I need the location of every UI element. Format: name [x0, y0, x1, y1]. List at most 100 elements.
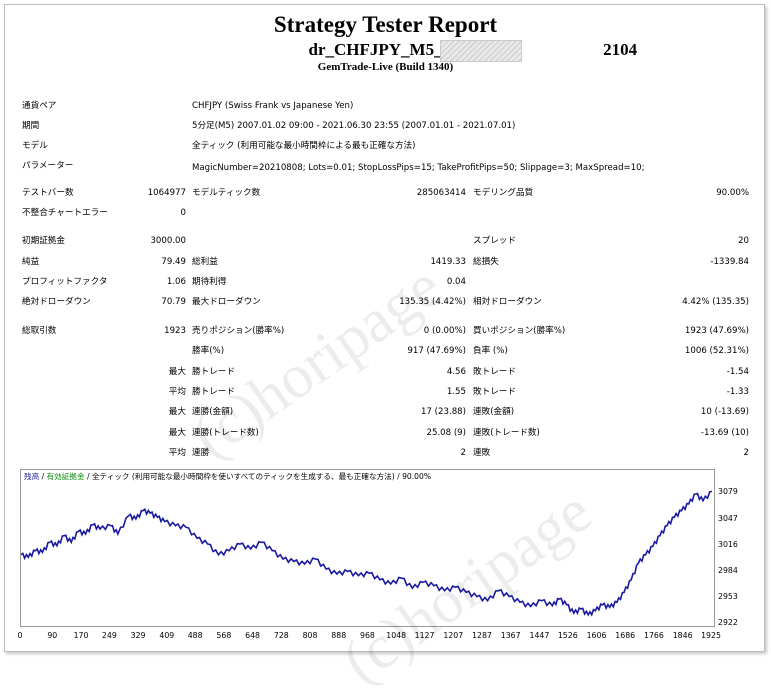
absdd-label: 絶対ドローダウン: [22, 297, 91, 307]
consec-loss-cnt-value: -13.69 (10): [700, 428, 749, 438]
grossprofit-label: 総利益: [192, 257, 218, 267]
short-label: 売りポジション(勝率%): [192, 326, 285, 336]
consec-win-amt-label: 連勝(金額): [192, 407, 234, 417]
avg-streak-prefix: 平均: [168, 448, 186, 458]
x-tick-label: 1287: [472, 631, 492, 640]
avg-win-streak-label: 連勝: [192, 448, 210, 458]
long-value: 1923 (47.69%): [684, 326, 749, 336]
x-tick-label: 1207: [443, 631, 464, 640]
avg-win-prefix: 平均: [168, 387, 186, 397]
x-tick-label: 1048: [386, 631, 407, 640]
consec-loss-amt-value: 10 (-13.69): [700, 407, 749, 417]
lossrate-value: 1006 (52.31%): [684, 346, 749, 356]
quality-value: 90.00%: [716, 188, 749, 198]
x-tick-label: 1606: [586, 631, 607, 640]
trades-label: 総取引数: [22, 326, 57, 336]
x-tick-label: 488: [187, 631, 203, 640]
lossrate-label: 負率 (%): [473, 346, 508, 356]
bars-value: 1064977: [147, 188, 186, 198]
max-win-prefix: 最大: [168, 367, 186, 377]
ea-name-suffix: 2104: [603, 40, 638, 59]
consec-win-amt-value: 17 (23.88): [421, 407, 466, 417]
symbol-value: CHFJPY (Swiss Frank vs Japanese Yen): [192, 101, 354, 111]
x-tick-label: 1367: [500, 631, 521, 640]
max-loss-label: 敗トレード: [473, 367, 516, 377]
avg-loss-streak-label: 連敗: [473, 448, 491, 458]
spread-label: スプレッド: [473, 236, 516, 246]
x-tick-label: 1766: [644, 631, 664, 640]
expected-label: 期待利得: [192, 277, 227, 287]
netprofit-label: 純益: [22, 257, 40, 267]
x-tick-label: 1686: [615, 631, 636, 640]
x-tick-label: 170: [73, 631, 89, 640]
pf-label: プロフィットファクタ: [22, 277, 108, 287]
consec-win-cnt-value: 25.08 (9): [426, 428, 466, 438]
netprofit-value: 79.49: [161, 257, 186, 267]
avg-loss-value: -1.33: [726, 387, 749, 397]
legend-balance: 残高: [24, 472, 40, 481]
x-tick-label: 808: [302, 631, 318, 640]
avg-win-label: 勝トレード: [192, 387, 235, 397]
balance-chart-svg: [21, 490, 713, 617]
x-tick-label: 329: [130, 631, 146, 640]
winrate-value: 917 (47.69%): [407, 346, 466, 356]
avg-win-value: 1.55: [446, 387, 466, 397]
maxdd-value: 135.35 (4.42%): [399, 297, 466, 307]
bars-label: テストバー数: [22, 188, 74, 198]
avg-loss-label: 敗トレード: [473, 387, 516, 397]
mismatch-label: 不整合チャートエラー: [22, 208, 108, 218]
consec-loss-cnt-label: 連敗(トレード数): [473, 428, 540, 438]
x-tick-label: 1925: [701, 631, 721, 640]
grossprofit-value: 1419.33: [430, 257, 466, 267]
symbol-label: 通貨ペア: [22, 101, 57, 111]
reldd-value: 4.42% (135.35): [682, 297, 749, 307]
pf-value: 1.06: [166, 277, 186, 287]
avg-loss-streak-value: 2: [743, 448, 749, 458]
avg-win-streak-value: 2: [460, 448, 466, 458]
x-tick-label: 409: [159, 631, 175, 640]
model-label: モデル: [22, 141, 48, 151]
period-value: 5分足(M5) 2007.01.02 09:00 - 2021.06.30 23…: [192, 121, 516, 131]
x-tick-label: 728: [273, 631, 289, 640]
deposit-label: 初期証拠金: [22, 236, 65, 246]
y-tick-label: 2984: [718, 566, 738, 576]
expected-value: 0.04: [446, 277, 466, 287]
y-tick-label: 3016: [718, 539, 738, 549]
x-tick-label: 1127: [414, 631, 435, 640]
x-tick-label: 90: [47, 631, 58, 640]
legend-equity: 有効証拠金: [46, 472, 85, 481]
report-title: Strategy Tester Report: [273, 12, 498, 37]
ticks-value: 285063414: [416, 188, 466, 198]
trades-value: 1923: [164, 326, 186, 336]
long-label: 買いポジション(勝率%): [473, 326, 566, 336]
x-tick-label: 888: [331, 631, 347, 640]
y-tick-label: 2922: [718, 618, 738, 627]
absdd-value: 70.79: [161, 297, 186, 307]
parameters-value: MagicNumber=20210808; Lots=0.01; StopLos…: [192, 163, 645, 173]
y-tick-label: 3047: [718, 513, 738, 523]
grossloss-label: 総損失: [473, 257, 499, 267]
x-tick-label: 1447: [529, 631, 550, 640]
spread-value: 20: [738, 236, 749, 246]
consec-cnt-prefix: 最大: [168, 428, 186, 438]
deposit-value: 3000.00: [150, 236, 186, 246]
y-tick-label: 2953: [718, 592, 738, 602]
x-tick-label: 568: [216, 631, 232, 640]
maxdd-label: 最大ドローダウン: [192, 297, 261, 307]
report-server: GemTrade-Live (Build 1340): [317, 61, 454, 73]
legend-model-text: 全ティック (利用可能な最小時間枠を使いすべてのティックを生成する、最も正確な方…: [91, 472, 432, 481]
x-tick-label: 249: [101, 631, 117, 640]
mismatch-value: 0: [180, 208, 186, 218]
max-win-value: 4.56: [446, 367, 466, 377]
parameters-label: パラメーター: [22, 161, 74, 171]
winrate-label: 勝率(%): [192, 346, 225, 356]
x-tick-label: 968: [360, 631, 375, 640]
quality-label: モデリング品質: [473, 188, 534, 198]
y-tick-label: 3079: [718, 487, 738, 497]
ticks-label: モデルティック数: [192, 188, 261, 198]
chart-legend: 残高 / 有効証拠金 / 全ティック (利用可能な最小時間枠を使いすべてのティッ…: [24, 472, 432, 481]
grossloss-value: -1339.84: [710, 257, 749, 267]
x-tick-label: 0: [17, 631, 23, 640]
consec-amt-prefix: 最大: [168, 407, 186, 417]
x-tick-label: 1526: [557, 631, 578, 640]
